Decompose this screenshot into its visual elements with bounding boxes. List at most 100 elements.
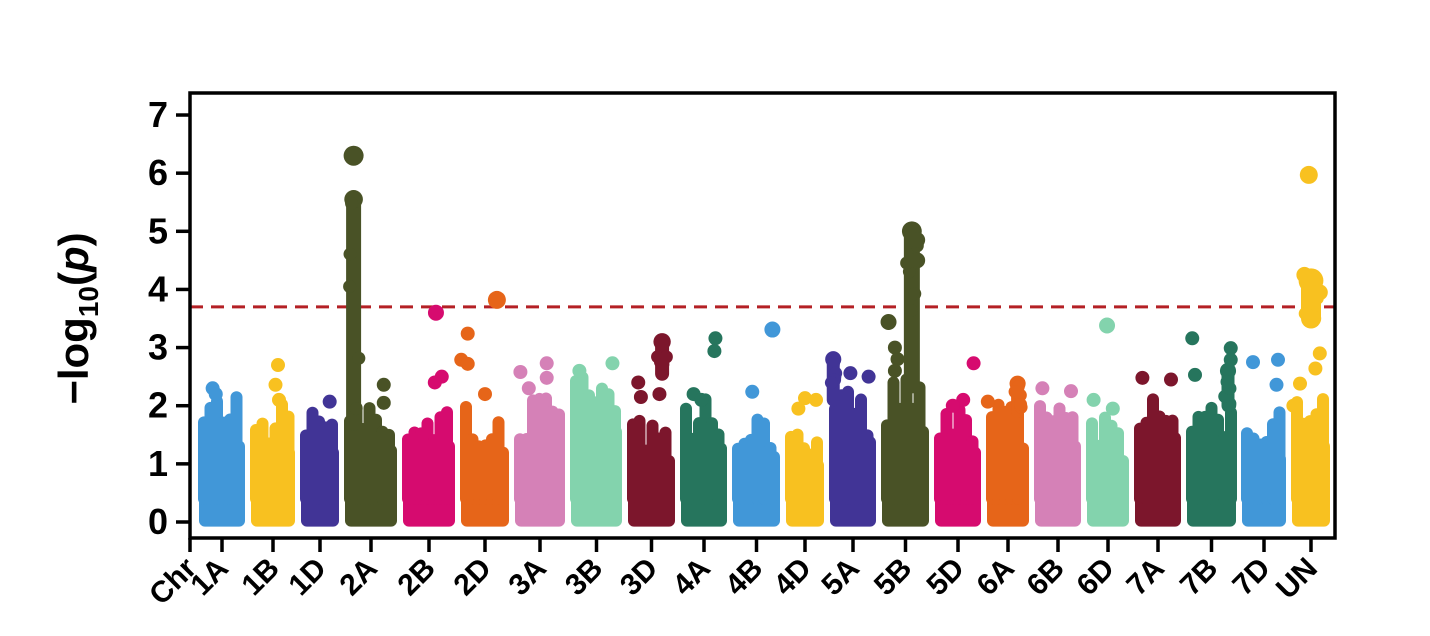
x-tick-label-1A: 1A [184,552,234,602]
x-tick-label-5D: 5D [920,552,970,602]
y-tick-label-4: 4 [148,268,168,309]
chromosome-1B [250,358,295,527]
snp-spike-dot [908,287,922,301]
snp-outlier-point [1311,284,1328,301]
snp-outlier-point [809,392,823,407]
x-tick-label-2A: 2A [333,552,383,602]
snp-outlier-point [708,331,723,346]
chromosome-4B [732,321,781,527]
x-tick-label-6D: 6D [1070,552,1120,602]
x-tick-label-3D: 3D [614,552,664,602]
snp-outlier-point [909,232,926,249]
snp-outlier-point [376,377,391,392]
snp-outlier-point [539,356,554,371]
chromosome-5A [824,351,876,527]
snp-outlier-point [909,252,926,269]
chromosome-7B [1185,331,1238,527]
y-tick-label-3: 3 [148,327,168,368]
y-tick-label-5: 5 [148,210,168,251]
snp-outlier-point [1035,381,1050,396]
chromosome-3B [570,356,622,527]
x-tick-label-7B: 7B [1174,552,1224,602]
y-tick-label-0: 0 [148,501,168,542]
snp-outlier-point [1135,370,1150,385]
snp-outlier-point [1246,355,1260,370]
snp-outlier-point [1269,377,1284,392]
chromosome-5D [934,356,981,527]
snp-outlier-point [487,290,506,309]
x-tick-label-4A: 4A [666,552,716,602]
chromosome-4A [680,331,727,527]
snp-outlier-point [890,352,905,367]
chromosome-5B [880,221,929,527]
snp-outlier-point [707,344,722,359]
chromosome-3D [627,333,675,527]
snp-outlier-point [513,364,528,379]
snp-outlier-point [1099,317,1116,334]
snp-outlier-point [1299,165,1318,184]
snp-outlier-point [521,381,536,396]
x-tick-label-1D: 1D [282,552,332,602]
snp-outlier-point [1293,376,1307,391]
snp-outlier-point [1286,398,1301,413]
snp-spike-top [1219,362,1237,379]
snp-spike-dot [343,280,357,294]
snp-outlier-point [322,394,337,409]
snp-outlier-point [843,366,858,381]
snp-spike-dot [904,304,918,318]
snp-spike-dot [352,351,366,365]
snp-outlier-point [1064,384,1078,399]
snp-outlier-point [343,145,364,166]
x-tick-label-UN: UN [1270,552,1324,606]
snp-outlier-point [745,384,760,399]
snp-outlier-point [460,326,475,341]
snp-outlier-point [798,391,812,406]
chromosome-7D [1241,352,1286,527]
snp-outlier-point [1188,367,1202,382]
snp-outlier-point [887,340,902,355]
snp-spike-dot [1220,375,1234,389]
snp-outlier-point [945,398,960,413]
y-tick-label-6: 6 [148,152,168,193]
snp-spike-dot [349,402,363,416]
snp-outlier-point [652,387,667,402]
snp-outlier-point [1223,352,1238,367]
y-tick-label-7: 7 [148,94,168,135]
chromosome-6D [1086,317,1129,527]
chromosome-6B [1034,381,1081,527]
x-tick-label-3B: 3B [559,552,609,602]
snp-spike-dot [345,196,359,210]
chromosome-UN [1286,165,1330,527]
snp-outlier-point [980,394,995,409]
snp-spike-dot [1014,397,1028,411]
snp-outlier-point [460,356,475,371]
chromosome-2D [454,290,509,527]
x-tick-label-6A: 6A [970,552,1020,602]
x-tick-label-5A: 5A [815,552,865,602]
snp-outlier-point [861,369,876,384]
snp-spike-dot [656,357,670,371]
snp-outlier-point [268,377,283,392]
snp-outlier-point [1271,352,1285,367]
snp-outlier-point [1223,341,1238,356]
y-tick-label-1: 1 [148,443,168,484]
y-axis-title: −log10(p) [50,232,104,404]
snp-outlier-point [791,401,806,416]
snp-spike-dot [824,376,838,390]
snp-outlier-point [764,321,781,338]
chromosome-1A [198,381,245,527]
x-tick-label-7A: 7A [1120,552,1170,602]
snp-outlier-point [605,356,620,371]
x-tick-label-6B: 6B [1020,552,1070,602]
snp-spike-dot [1008,385,1022,399]
snp-outlier-point [1308,361,1323,376]
snp-outlier-point [1164,372,1178,387]
snp-outlier-point [631,375,646,390]
chromosome-6A [980,375,1029,527]
snp-outlier-point [633,389,648,404]
chromosome-7A [1134,370,1181,527]
chromosome-1D [300,394,339,527]
